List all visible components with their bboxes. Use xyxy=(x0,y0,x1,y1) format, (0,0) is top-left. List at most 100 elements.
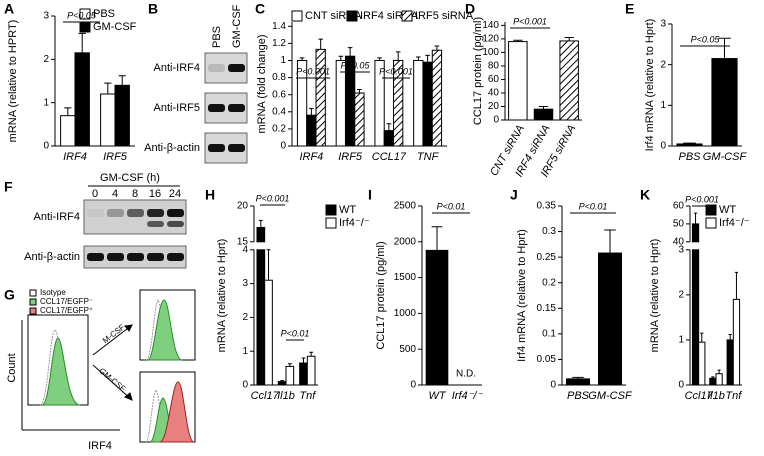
x-tick-label: IRF4 xyxy=(299,151,323,163)
error-bar xyxy=(416,56,421,61)
flow-legend: CCL17/EGFP⁻ xyxy=(40,297,93,306)
y-tick-label: 40 xyxy=(488,88,500,99)
y-tick-label: 0 xyxy=(660,141,666,152)
legend-label: WT xyxy=(339,204,356,216)
blot-band xyxy=(208,104,225,112)
y-tick-label: 0.1 xyxy=(542,328,556,339)
legend-label: WT xyxy=(719,204,736,216)
error-bar xyxy=(683,142,696,144)
error-bar xyxy=(386,123,392,131)
blot-band xyxy=(127,253,144,261)
error-bar xyxy=(287,363,292,367)
y-axis-label: Irf4 mRNA (relative to Hprt) xyxy=(516,229,528,362)
error-bar xyxy=(711,376,715,379)
bar xyxy=(383,130,395,147)
y-tick-label: 50 xyxy=(673,219,685,230)
legend-swatch xyxy=(401,10,413,22)
bar xyxy=(335,59,346,147)
panel-label: D xyxy=(465,1,475,17)
y-tick-label: 2500 xyxy=(394,201,417,212)
blot-header: GM-CSF (h) xyxy=(100,172,160,184)
bar xyxy=(306,114,317,147)
y-tick-label: 2 xyxy=(43,54,49,65)
y-tick-label: 80 xyxy=(488,61,500,72)
bar xyxy=(691,223,700,243)
blot-row-label: Anti-IRF4 xyxy=(154,62,200,74)
x-tick-label: Il1b xyxy=(277,390,295,402)
blot-band xyxy=(87,209,104,217)
blot-row-label: Anti-IRF4 xyxy=(34,211,80,223)
error-bar xyxy=(513,39,523,42)
error-bar xyxy=(700,332,704,343)
y-tick-label: 140 xyxy=(482,20,499,31)
error-bar xyxy=(280,380,285,382)
error-bar xyxy=(538,105,549,110)
x-tick-label: GM-CSF xyxy=(588,390,633,402)
bar xyxy=(709,377,717,386)
blot-row-label: Anti-β-actin xyxy=(24,251,80,263)
y-axis-label: Irf4 mRNA (relative to Hprt) xyxy=(644,19,656,152)
x-tick-label: Il1b xyxy=(707,390,725,402)
legend-swatch xyxy=(291,10,303,22)
error-bar xyxy=(64,107,72,116)
y-tick-label: 0.25 xyxy=(537,252,557,263)
bar xyxy=(306,355,316,386)
annotation: P<0.01 xyxy=(437,201,466,211)
y-tick-label: 4 xyxy=(242,244,248,255)
bar xyxy=(533,108,554,121)
y-axis-label: mRNA (relative to Hprt) xyxy=(649,239,661,353)
y-tick-label: 0 xyxy=(280,141,286,152)
annotation: P<0.05 xyxy=(67,10,97,20)
y-tick-label: 2000 xyxy=(394,236,417,247)
y-tick-label: 0 xyxy=(678,380,684,391)
y-tick-label: 3 xyxy=(678,244,684,255)
y-tick-label: 500 xyxy=(399,344,416,355)
blot-band xyxy=(167,253,184,261)
y-tick-label: 2 xyxy=(242,312,248,323)
y-tick-label: 40 xyxy=(673,236,685,247)
y-axis-label: CCL17 protein (pg/ml) xyxy=(472,17,484,125)
y-tick-label: 0.4 xyxy=(272,106,286,117)
blot-column-label: GM-CSF xyxy=(231,4,243,48)
error-bar xyxy=(258,219,263,228)
blot-column-label: 8 xyxy=(132,188,138,200)
y-tick-label: 0.8 xyxy=(272,72,286,83)
y-tick-label: 0 xyxy=(242,380,248,391)
bar xyxy=(114,84,130,147)
annotation: P<0.01 xyxy=(579,201,608,211)
legend-label: IRF5 siRNA xyxy=(415,10,474,22)
bar xyxy=(413,59,424,147)
flow-arrow-label: GM-CSF xyxy=(97,366,127,393)
y-tick-label: 3 xyxy=(43,11,49,22)
bar xyxy=(264,279,273,386)
bar xyxy=(691,249,700,386)
x-tick-label: IRF4 xyxy=(63,151,87,163)
error-bar xyxy=(718,37,731,59)
bar xyxy=(425,249,449,386)
bar xyxy=(726,339,734,386)
y-tick-label: 1 xyxy=(660,100,666,111)
y-tick-label: 3 xyxy=(660,19,666,30)
y-tick-label: 0 xyxy=(493,115,499,126)
bar xyxy=(715,373,723,386)
y-tick-label: 0.2 xyxy=(272,124,286,135)
bar xyxy=(315,48,326,147)
annotation: P<0.01 xyxy=(281,328,310,338)
blot-band xyxy=(87,253,104,261)
bar xyxy=(299,362,308,386)
annotation: P<0.05 xyxy=(691,34,721,44)
y-tick-label: 1.4 xyxy=(272,21,286,32)
y-tick-label: 0.2 xyxy=(542,277,556,288)
legend-swatch xyxy=(79,21,91,33)
y-tick-label: 20 xyxy=(488,101,500,112)
flow-ylabel: Count xyxy=(6,353,18,382)
error-bar xyxy=(693,212,698,224)
blot-band xyxy=(167,209,184,217)
error-bar xyxy=(347,47,353,57)
blot-band xyxy=(228,64,245,72)
bar xyxy=(597,252,623,386)
x-tick-label: Tnf xyxy=(299,390,316,402)
bar xyxy=(732,298,741,386)
x-tick-label: IRF5 xyxy=(338,151,363,163)
legend-swatch xyxy=(346,10,358,22)
